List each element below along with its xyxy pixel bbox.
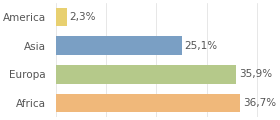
Text: 25,1%: 25,1%	[185, 41, 218, 51]
Bar	[56, 65, 236, 84]
Bar	[56, 8, 67, 26]
Text: 2,3%: 2,3%	[70, 12, 96, 22]
Text: 35,9%: 35,9%	[239, 69, 272, 79]
Bar	[56, 36, 182, 55]
Text: 36,7%: 36,7%	[243, 98, 276, 108]
Bar	[56, 94, 241, 112]
